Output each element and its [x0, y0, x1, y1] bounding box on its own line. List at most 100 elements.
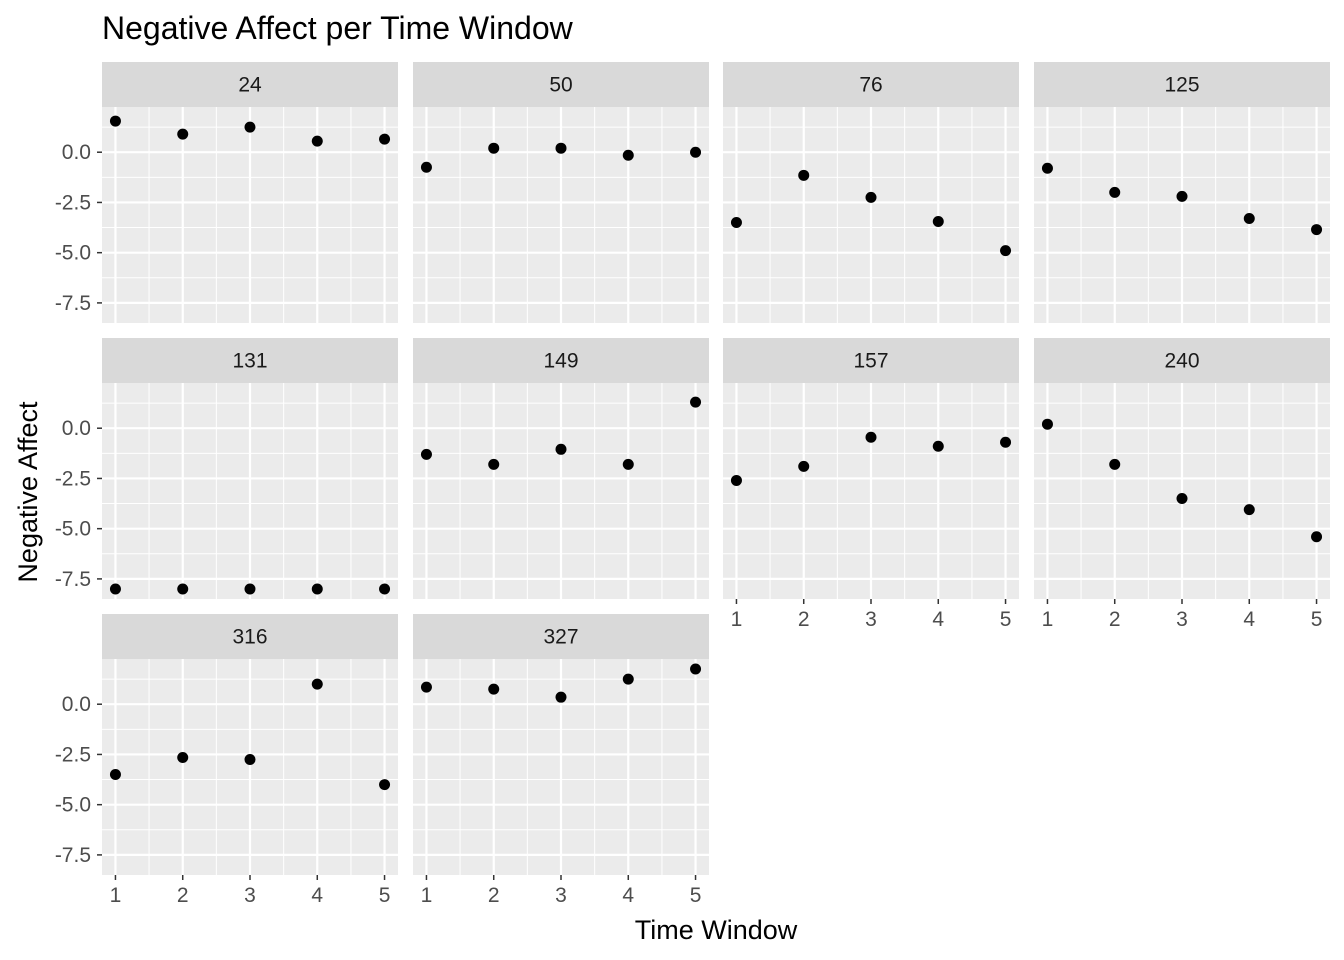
data-point [379, 583, 391, 595]
x-axis-title: Time Window [635, 915, 798, 945]
data-point [244, 753, 256, 765]
x-tick-label: 1 [731, 608, 743, 631]
facet-strip-label: 50 [549, 74, 572, 97]
x-tick-label: 5 [1311, 608, 1323, 631]
facet-panel-76: 76 [723, 62, 1019, 323]
facet-strip [1034, 62, 1330, 107]
facet-strip [102, 338, 398, 383]
y-tick-label: -2.5 [55, 467, 91, 490]
x-tick-label: 1 [110, 884, 122, 907]
data-point [311, 583, 323, 595]
data-point [244, 121, 256, 133]
facet-strip [102, 614, 398, 659]
facet-strip [413, 62, 709, 107]
facet-strip-label: 24 [238, 74, 262, 97]
data-point [1109, 458, 1121, 470]
data-point [865, 191, 877, 203]
x-tick-label: 4 [311, 884, 323, 907]
data-point [798, 460, 810, 472]
data-point [109, 583, 121, 595]
y-tick-label: -7.5 [55, 844, 91, 867]
data-point [379, 133, 391, 145]
data-point [1311, 224, 1323, 236]
data-point [1243, 213, 1255, 225]
x-tick-label: 3 [865, 608, 877, 631]
data-point [1176, 190, 1188, 202]
data-point [1000, 436, 1012, 448]
facet-panel-131: 131 0.0 -2.5 -5.0 -7.5 [55, 338, 398, 599]
data-point [1041, 162, 1053, 174]
data-point [865, 431, 877, 443]
facet-strip [723, 338, 1019, 383]
y-tick-label: -5.0 [55, 794, 91, 817]
facet-strip [102, 62, 398, 107]
y-tick-label: -5.0 [55, 242, 91, 265]
facet-strip-label: 149 [543, 350, 578, 373]
facet-strip-label: 125 [1164, 74, 1199, 97]
data-point [311, 135, 323, 147]
data-point [488, 142, 500, 154]
x-tick-label: 2 [1109, 608, 1121, 631]
data-point [622, 149, 634, 161]
x-tick-label: 2 [798, 608, 810, 631]
x-tick-label: 5 [1000, 608, 1012, 631]
data-point [1041, 418, 1053, 430]
facet-panel-149: 149 [413, 338, 709, 599]
facet-strip-label: 157 [853, 350, 888, 373]
x-tick-label: 3 [1176, 608, 1188, 631]
data-point [177, 751, 189, 763]
data-point [109, 769, 121, 781]
data-point [311, 678, 323, 690]
y-tick-label: -2.5 [55, 191, 91, 214]
data-point [420, 681, 432, 693]
data-point [555, 691, 567, 703]
data-point [1311, 531, 1323, 543]
facet-strip-label: 316 [232, 626, 267, 649]
data-point [177, 128, 189, 140]
data-point [1109, 186, 1121, 198]
y-tick-label: -2.5 [55, 743, 91, 766]
data-point [1243, 504, 1255, 516]
facet-panel-316: 316 0.0 -2.5 -5.0 -7.5 1 2 3 4 5 [55, 614, 398, 907]
y-tick-label: -5.0 [55, 518, 91, 541]
x-tick-label: 2 [488, 884, 500, 907]
facet-panel-240: 240 1 2 3 4 5 [1034, 338, 1330, 631]
x-tick-label: 3 [244, 884, 256, 907]
facet-panel-24: 24 0.0 -2.5 -5.0 -7.5 [55, 62, 398, 323]
data-point [244, 583, 256, 595]
x-tick-label: 1 [1042, 608, 1054, 631]
data-point [730, 474, 742, 486]
data-point [690, 663, 702, 675]
data-point [177, 583, 189, 595]
x-tick-label: 1 [421, 884, 433, 907]
y-tick-label: 0.0 [62, 417, 91, 440]
data-point [730, 217, 742, 229]
data-point [420, 161, 432, 173]
x-tick-label: 4 [1243, 608, 1255, 631]
x-tick-label: 2 [177, 884, 189, 907]
facet-strip [413, 338, 709, 383]
data-point [690, 396, 702, 408]
data-point [1000, 245, 1012, 257]
data-point [555, 142, 567, 154]
facet-panel-125: 125 [1034, 62, 1330, 323]
facet-panel-50: 50 [413, 62, 709, 323]
facet-panel-157: 157 1 2 3 4 5 [723, 338, 1019, 631]
y-tick-label: 0.0 [62, 141, 91, 164]
x-tick-label: 4 [932, 608, 944, 631]
facet-strip [1034, 338, 1330, 383]
data-point [622, 673, 634, 685]
data-point [690, 146, 702, 158]
y-tick-label: -7.5 [55, 292, 91, 315]
data-point [1176, 493, 1188, 505]
x-tick-label: 4 [622, 884, 634, 907]
data-point [379, 779, 391, 791]
facet-strip-label: 327 [543, 626, 578, 649]
facet-strip-label: 76 [859, 74, 882, 97]
facet-panels: 240.0-2.5-5.0-7.550 76 1251310.0-2.5-5.0-7… [55, 62, 1330, 907]
data-point [798, 169, 810, 181]
facet-strip-label: 240 [1164, 350, 1199, 373]
facet-panel-327: 327 1 2 3 4 5 [413, 614, 709, 907]
x-tick-label: 5 [379, 884, 391, 907]
data-point [932, 440, 944, 452]
